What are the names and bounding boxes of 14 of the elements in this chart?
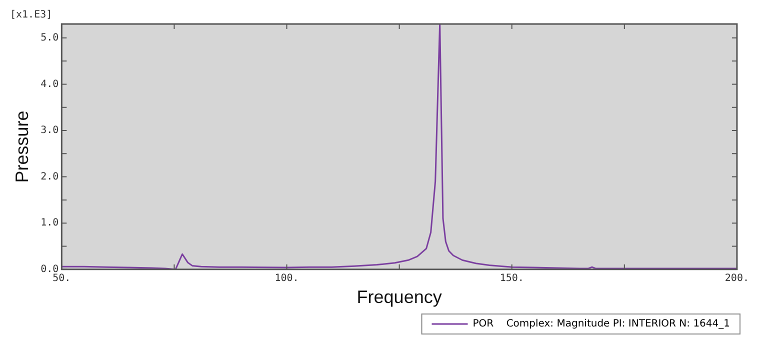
x-tick-label: 150. [500,272,524,284]
y-tick-label: 0.0 [40,264,59,275]
x-axis-title: Frequency [356,287,442,308]
y-tick-label: 5.0 [40,32,59,44]
x-tick-label: 50. [52,272,71,284]
legend-label: POR Complex: Magnitude PI: INTERIOR N: 1644_1 [472,318,730,330]
y-tick-label: 2.0 [40,171,59,182]
y-axis-title: Pressure [12,110,32,183]
text: [x1.E3] [10,10,52,21]
y-tick-label: 1.0 [40,218,59,229]
y-tick-label: 3.0 [40,125,59,136]
x-tick-label: 100. [274,272,299,284]
x-tick-label: 200. [724,272,750,284]
y-tick-label: 4.0 [40,78,59,90]
